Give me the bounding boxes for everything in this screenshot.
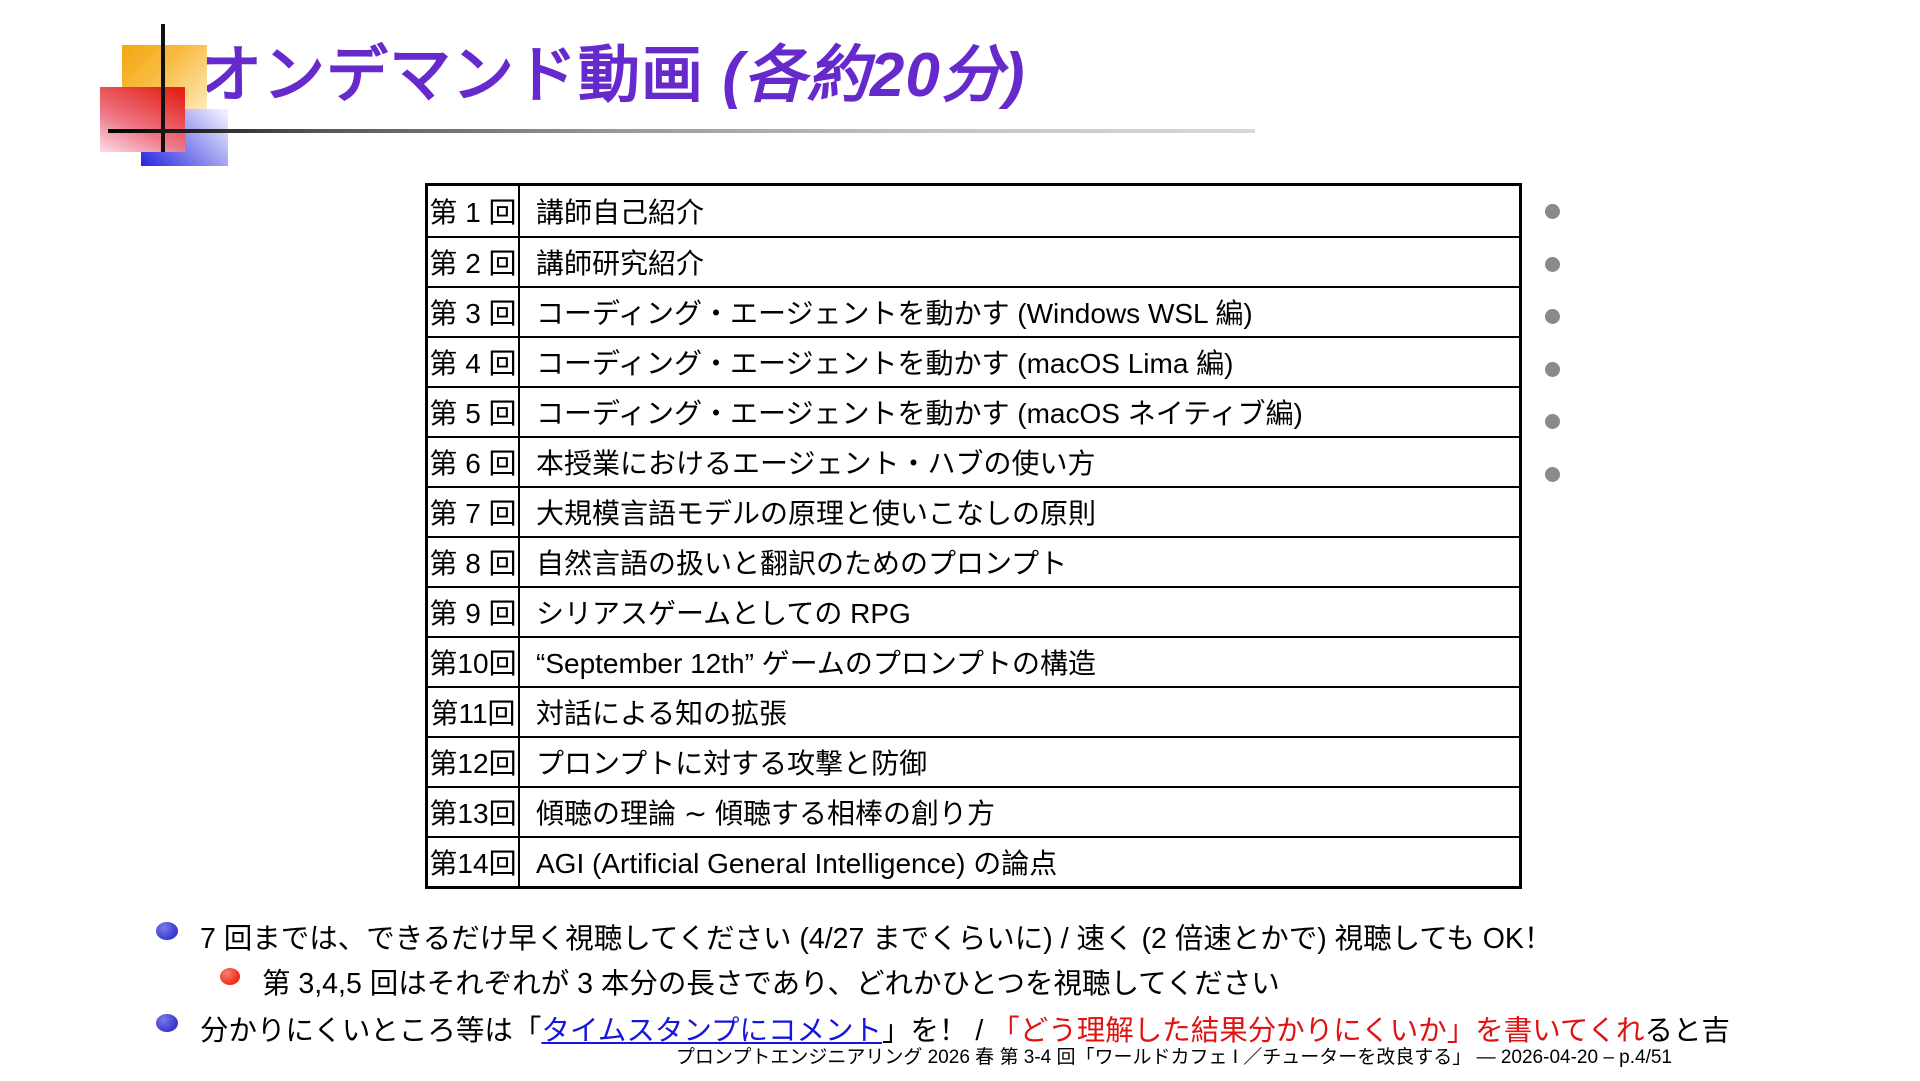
table-row: 第 3 回 コーディング・エージェントを動かす (Windows WSL 編) [428,286,1519,336]
session-title-cell: 講師研究紹介 [536,248,705,279]
timestamp-comment-link[interactable]: タイムスタンプにコメント [541,1015,883,1047]
session-number-cell: 第 9 回 [428,588,520,636]
table-row: 第 8 回 自然言語の扱いと翻訳のためのプロンプト [428,536,1519,586]
session-title-cell: コーディング・エージェントを動かす (macOS Lima 編) [536,348,1234,379]
session-number-cell: 第 2 回 [428,238,520,286]
session-number-cell: 第 4 回 [428,338,520,386]
note-comment-prefix: 分かりにくいところ等は「 [200,1015,542,1047]
crosshair-vertical-line [161,24,165,152]
row-marker-dot [1545,414,1560,429]
bullet-icon [156,922,178,940]
session-title-cell: 講師自己紹介 [536,197,705,228]
slide-footer: プロンプトエンジニアリング 2026 春 第 3-4 回「ワールドカフェ I ／… [675,1047,1672,1068]
session-number-cell: 第 8 回 [428,538,520,586]
page-title-main: オンデマンド動画 [200,41,705,110]
sessions-table: 第 1 回 講師自己紹介 第 2 回 講師研究紹介 第 3 回 コーディング・エ… [425,183,1522,889]
note-comment-red-emphasis: 「どう理解した結果分かりにくいか」を書いてくれ [991,1015,1645,1047]
session-number-cell: 第 6 回 [428,438,520,486]
table-row: 第 1 回 講師自己紹介 [428,186,1519,236]
bullet-icon [156,1014,178,1032]
note-comment-request: 分かりにくいところ等は「タイムスタンプにコメント」を！ / 「どう理解した結果分… [200,1008,1730,1049]
session-title-cell: 本授業におけるエージェント・ハブの使い方 [536,448,1096,479]
session-number-cell: 第 1 回 [428,186,520,236]
table-row: 第 2 回 講師研究紹介 [428,236,1519,286]
note-comment-mid: 」を！ / [882,1015,992,1047]
session-title-cell: コーディング・エージェントを動かす (macOS ネイティブ編) [536,398,1303,429]
session-number-cell: 第 5 回 [428,388,520,436]
session-number-cell: 第 3 回 [428,288,520,336]
page-title: オンデマンド動画 (各約20分) [200,24,1026,114]
title-underline-rule [108,129,1255,133]
session-number-cell: 第14回 [428,838,520,886]
session-title-cell: コーディング・エージェントを動かす (Windows WSL 編) [536,298,1253,329]
session-number-cell: 第12回 [428,738,520,786]
table-row: 第 9 回 シリアスゲームとしての RPG [428,586,1519,636]
session-title-cell: “September 12th” ゲームのプロンプトの構造 [536,648,1096,679]
table-row: 第14回 AGI (Artificial General Intelligenc… [428,836,1519,886]
table-row: 第11回 対話による知の拡張 [428,686,1519,736]
session-number-cell: 第 7 回 [428,488,520,536]
sub-bullet-icon [220,968,240,985]
row-marker-dot [1545,309,1560,324]
note-session-345: 第 3,4,5 回はそれぞれが 3 本分の長さであり、どれかひとつを視聴してくだ… [262,968,1280,1000]
session-number-cell: 第13回 [428,788,520,836]
session-title-cell: 大規模言語モデルの原理と使いこなしの原則 [536,498,1097,529]
row-marker-dot [1545,361,1560,377]
row-marker-dot [1545,466,1560,482]
session-title-cell: 傾聴の理論 ∼ 傾聴する相棒の創り方 [536,798,996,829]
table-row: 第12回 プロンプトに対する攻撃と防御 [428,736,1519,786]
note-comment-suffix: ると吉 [1644,1015,1731,1047]
table-row: 第 4 回 コーディング・エージェントを動かす (macOS Lima 編) [428,336,1519,386]
table-row: 第 6 回 本授業におけるエージェント・ハブの使い方 [428,436,1519,486]
session-title-cell: 自然言語の扱いと翻訳のためのプロンプト [536,548,1068,579]
session-number-cell: 第11回 [428,688,520,736]
note-watch-deadline: 7 回までは、できるだけ早く視聴してください (4/27 までくらいに) / 速… [200,923,1553,955]
table-row: 第 5 回 コーディング・エージェントを動かす (macOS ネイティブ編) [428,386,1519,436]
session-title-cell: 対話による知の拡張 [536,698,788,729]
session-title-cell: AGI (Artificial General Intelligence) の論… [536,848,1058,879]
table-row: 第10回 “September 12th” ゲームのプロンプトの構造 [428,636,1519,686]
session-number-cell: 第10回 [428,638,520,686]
table-row: 第13回 傾聴の理論 ∼ 傾聴する相棒の創り方 [428,786,1519,836]
page-title-duration: (各約20分) [722,41,1026,110]
table-row: 第 7 回 大規模言語モデルの原理と使いこなしの原則 [428,486,1519,536]
row-marker-dot [1545,204,1560,219]
row-marker-dot [1545,256,1560,272]
session-title-cell: プロンプトに対する攻撃と防御 [536,748,928,779]
session-title-cell: シリアスゲームとしての RPG [536,598,911,629]
corner-red-square [100,87,185,152]
